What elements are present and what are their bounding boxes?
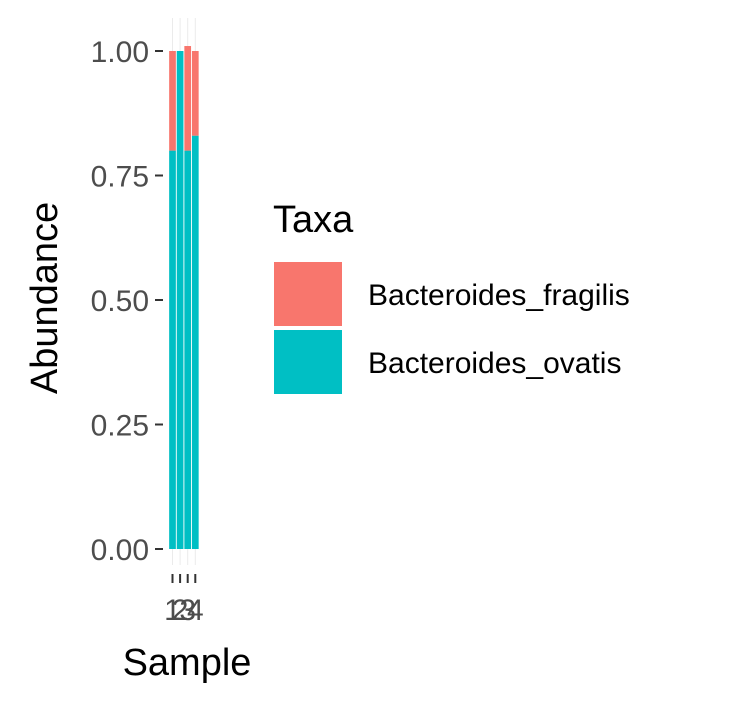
bar-segment: [184, 46, 192, 151]
legend: Taxa Bacteroides_fragilis Bacteroides_ova…: [272, 199, 630, 396]
grid-lines: [172, 18, 196, 565]
bar-segment: [191, 135, 199, 549]
x-tick-label: 3: [179, 594, 196, 627]
y-tick-label: 0.00: [91, 534, 149, 567]
legend-key: [272, 328, 344, 396]
y-tick-label: 0.75: [91, 161, 149, 194]
bars: [169, 46, 199, 549]
x-tick-label: 1: [164, 594, 181, 627]
bar-segment: [169, 150, 176, 549]
x-tick-label: 2: [172, 594, 189, 627]
x-axis-title: Sample: [123, 642, 252, 684]
legend-label: Bacteroides_fragilis: [368, 279, 630, 312]
y-tick-label: 0.25: [91, 410, 149, 443]
bar-segment: [176, 51, 184, 549]
y-tick-label: 0.50: [91, 285, 149, 318]
legend-label: Bacteroides_ovatis: [368, 347, 621, 380]
y-axis: 0.00 0.25 0.50 0.75 1.00: [91, 36, 163, 567]
y-tick-label: 1.00: [91, 36, 149, 69]
legend-title: Taxa: [273, 199, 354, 241]
x-tick-label: 4: [187, 594, 204, 627]
bar-segment: [191, 51, 199, 136]
bar-segment: [169, 51, 176, 151]
bar-segment: [184, 150, 192, 549]
y-axis-title: Abundance: [24, 202, 66, 394]
legend-key: [272, 260, 344, 328]
